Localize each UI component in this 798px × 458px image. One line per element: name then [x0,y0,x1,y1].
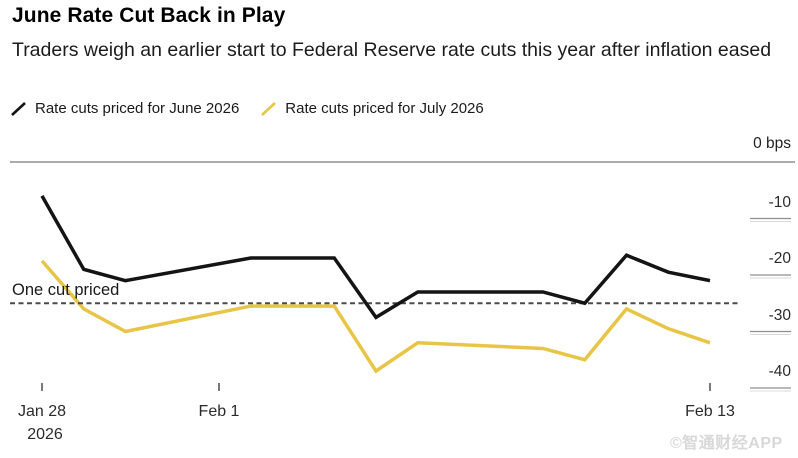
black-slash-icon [11,101,26,116]
x-axis-tick-label: Feb 1 [199,400,240,423]
legend-item-june-2026: Rate cuts priced for June 2026 [11,100,239,117]
series-line-july-2026 [40,259,711,374]
chart-subtitle: Traders weigh an earlier start to Federa… [12,39,772,61]
legend-label: Rate cuts priced for June 2026 [35,100,240,117]
legend: Rate cuts priced for June 2026 Rate cuts… [11,100,484,117]
y-axis-tick-label: -30 [768,306,791,324]
yellow-slash-icon [261,101,277,116]
x-axis-tick-label: Jan 28 2026 [18,400,66,446]
y-axis-unit-label: 0 bps [753,135,791,152]
line-swatch-icon [261,101,277,116]
annotation-label: One cut priced [12,281,120,299]
x-tick-year: 2026 [27,426,63,443]
legend-item-july-2026: Rate cuts priced for July 2026 [261,100,484,117]
x-tick-date: Feb 13 [685,403,735,420]
y-axis-tick-label: -40 [768,363,791,380]
y-axis-tick-label: -20 [768,250,791,267]
legend-label: Rate cuts priced for July 2026 [285,100,484,117]
line-swatch-icon [11,101,26,116]
x-axis-tick-label: Feb 13 [685,400,735,423]
x-tick-date: Feb 1 [198,403,240,420]
series-line-june-2026 [40,195,711,320]
x-tick-date: Jan 28 [17,403,67,420]
watermark: ©智通财经APP [670,435,783,452]
chart-title: June Rate Cut Back in Play [12,4,286,27]
y-axis-tick-label: -10 [768,193,791,211]
